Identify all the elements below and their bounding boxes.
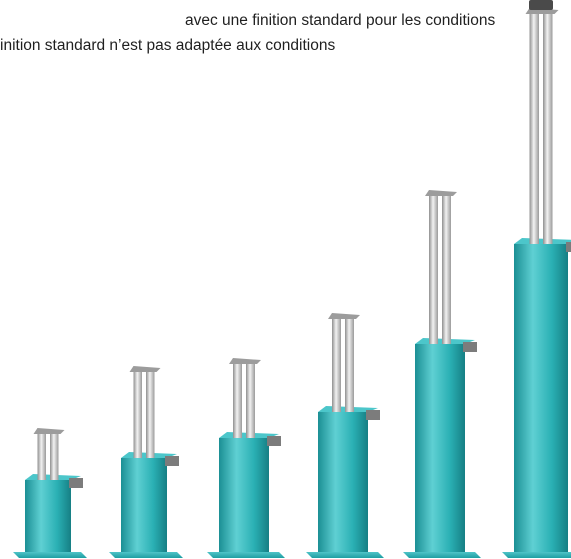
column-2-bracket [165, 456, 179, 466]
description-text: avec une finition standard pour les cond… [0, 8, 520, 58]
description-line-2: inition standard n’est pas adaptée aux c… [0, 37, 336, 54]
column-5-bracket [463, 342, 477, 352]
column-5-body [415, 344, 465, 552]
column-5-top-plate [425, 190, 457, 196]
column-2-rod-right [146, 372, 155, 458]
column-3-bracket [267, 436, 281, 446]
column-1-bracket [69, 478, 83, 488]
column-5-rod-right [442, 196, 451, 344]
column-2-top-plate [129, 366, 161, 372]
column-3-rod-left [233, 364, 242, 438]
column-6-body-cap [514, 238, 571, 244]
column-6-rod-left [529, 14, 539, 244]
column-4-rod-right [345, 319, 354, 412]
column-1-rod-right [50, 434, 59, 480]
column-2-rod-left [133, 372, 142, 458]
column-4-rod-left [332, 319, 341, 412]
column-5-base-plate [403, 552, 481, 558]
column-2-body [121, 458, 167, 552]
column-3-base-plate [207, 552, 285, 558]
column-1-rod-left [37, 434, 46, 480]
column-4-body [318, 412, 368, 552]
column-3-body [219, 438, 269, 552]
column-6-top-cap [529, 0, 553, 10]
column-1-top-plate [33, 428, 65, 434]
column-6-rod-right [543, 14, 553, 244]
column-6-bracket [566, 242, 571, 252]
column-4-bracket [366, 410, 380, 420]
column-5-rod-left [429, 196, 438, 344]
column-2-base-plate [109, 552, 183, 558]
column-4-top-plate [328, 313, 360, 319]
column-1-base-plate [13, 552, 87, 558]
column-3-top-plate [229, 358, 261, 364]
column-6-base-plate [502, 552, 571, 558]
description-line-1: avec une finition standard pour les cond… [185, 12, 496, 29]
column-1-body [25, 480, 71, 552]
column-6-body [514, 244, 568, 552]
column-3-rod-right [246, 364, 255, 438]
column-4-base-plate [306, 552, 384, 558]
